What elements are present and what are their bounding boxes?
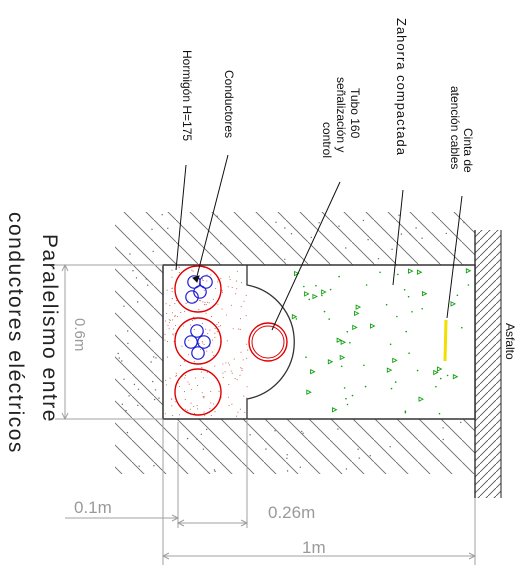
dim-conc-width-label: 0.1m — [74, 498, 112, 517]
conductor-duct-3 — [174, 368, 222, 416]
title-line-1: Paralelismo entre — [38, 234, 61, 423]
label-tubo-line-1: Tubo 160 — [348, 88, 362, 139]
dim-total-width-label: 1m — [302, 538, 326, 557]
cable-bundle-1 — [185, 275, 213, 304]
soil-hatching — [115, 212, 475, 474]
label-tubo-line-2: señalización y — [334, 77, 348, 152]
dimension-lines — [55, 263, 477, 565]
trench — [162, 264, 476, 420]
signal-tube — [248, 322, 288, 362]
label-conductores: Conductores — [222, 70, 236, 138]
label-hormigon: Hormigón H=175 — [180, 50, 194, 141]
concrete-dots — [164, 266, 249, 417]
cable-bundle-2 — [184, 324, 211, 360]
label-cinta-line-2: atención cables — [448, 86, 462, 169]
conductor-ducts — [174, 265, 222, 416]
label-tubo-line-3: control — [320, 122, 334, 158]
title-line-2: conductores eléctricos — [4, 212, 27, 454]
concrete-boundary — [246, 265, 295, 419]
label-asfalto: Asfalto — [503, 323, 517, 360]
gravel-triangles — [291, 268, 472, 415]
dim-tube-width-label: 0.26m — [268, 503, 315, 522]
conductor-duct-1 — [174, 265, 222, 313]
asphalt-layer — [474, 230, 502, 498]
warning-tape — [443, 319, 448, 362]
leader-lines — [175, 154, 463, 331]
label-cinta-line-1: Cinta de — [461, 128, 475, 173]
dim-height-label: 0.6m — [71, 318, 88, 351]
label-zahorra: Zahorra compactada — [394, 18, 409, 156]
conductor-duct-2 — [174, 317, 222, 365]
